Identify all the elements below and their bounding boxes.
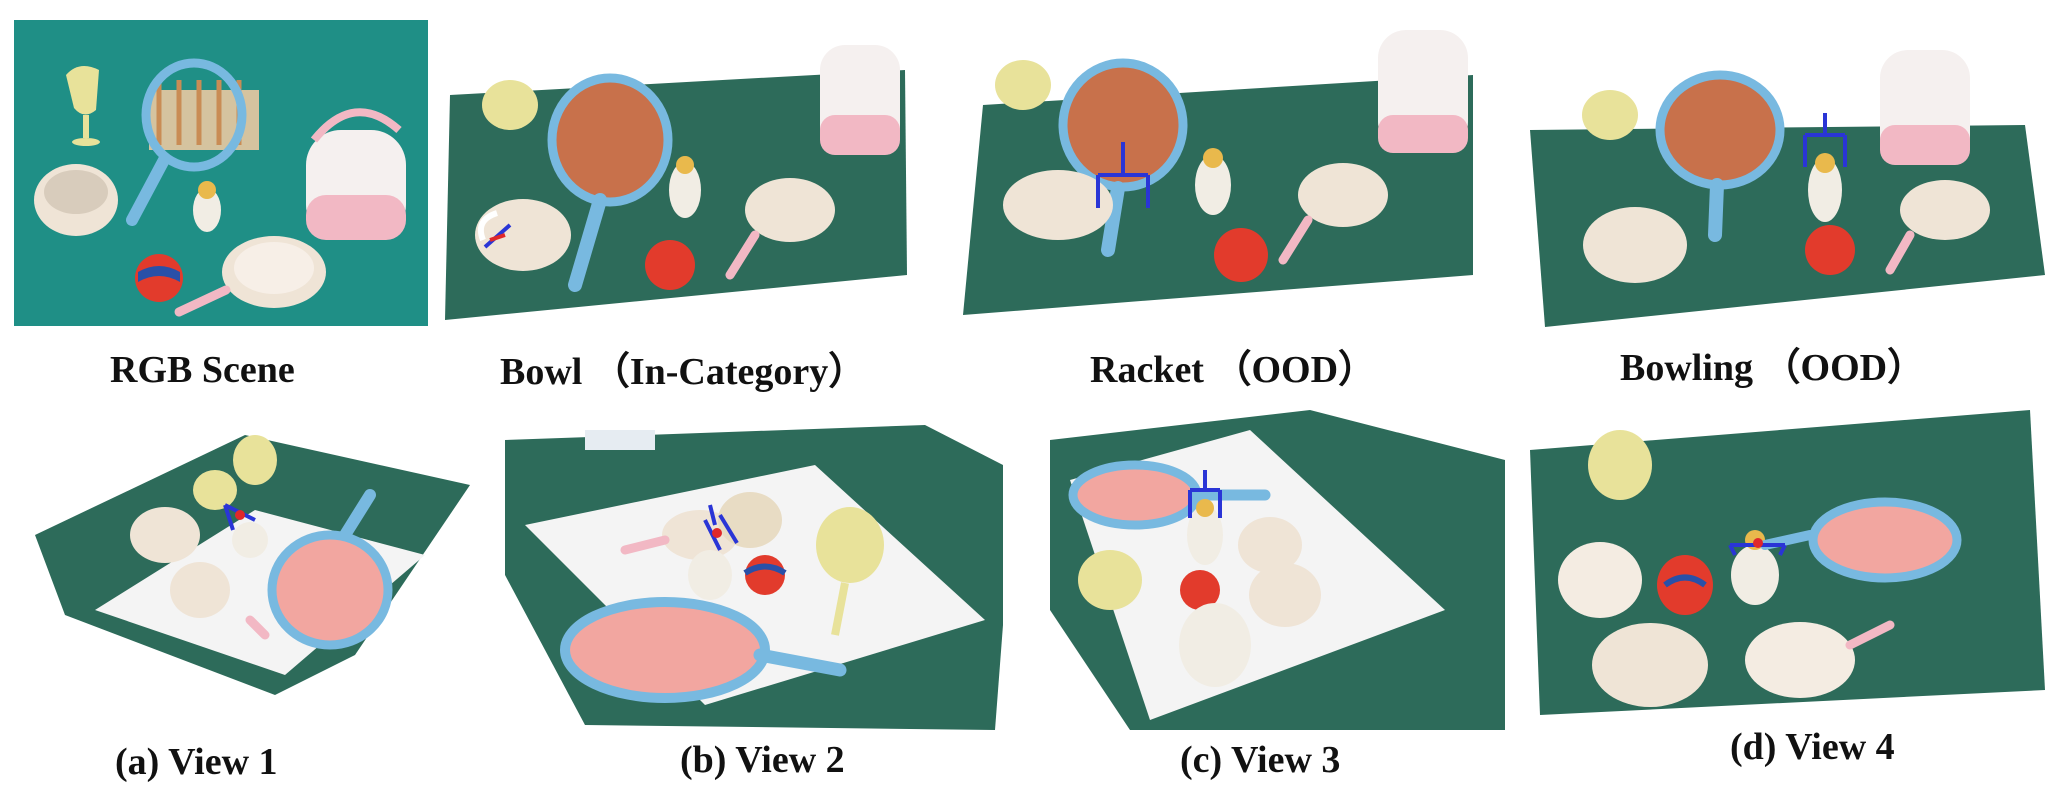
rgb-scene-image: [14, 20, 428, 326]
view3-caption: (c) View 3: [1180, 739, 1341, 781]
bowl-in-category-caption: Bowl （In-Category）: [500, 351, 867, 393]
view1-caption: (a) View 1: [115, 741, 278, 783]
view4-image: [1530, 410, 2050, 720]
racket-pointcloud-image: [958, 30, 1488, 322]
bowl-pointcloud-image: [435, 35, 915, 335]
view4-caption: (d) View 4: [1730, 726, 1895, 768]
view1-image: [25, 425, 475, 725]
rgb-scene-caption: RGB Scene: [110, 349, 295, 391]
bowling-ood-caption: Bowling （OOD）: [1620, 347, 1926, 389]
view2-caption: (b) View 2: [680, 739, 845, 781]
racket-ood-caption: Racket （OOD）: [1090, 349, 1377, 391]
view3-image: [1050, 410, 1510, 730]
view2-image: [505, 425, 1005, 730]
bowling-pointcloud-image: [1525, 35, 2050, 327]
